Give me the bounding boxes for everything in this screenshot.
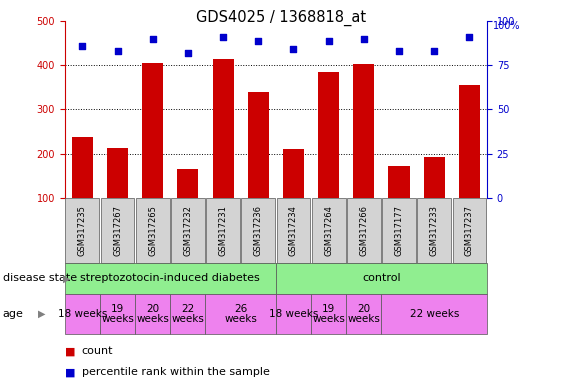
- Bar: [107, 148, 128, 198]
- Bar: [354, 65, 374, 198]
- Bar: [459, 85, 480, 198]
- Text: GSM317231: GSM317231: [218, 205, 227, 256]
- Point: [324, 38, 333, 44]
- Text: GSM317177: GSM317177: [395, 205, 404, 256]
- Point: [430, 48, 439, 54]
- Text: GSM317235: GSM317235: [78, 205, 87, 256]
- Point: [113, 48, 122, 54]
- Text: 20
weeks: 20 weeks: [136, 304, 169, 323]
- Text: disease state: disease state: [3, 273, 77, 283]
- Point: [148, 36, 157, 42]
- Text: control: control: [362, 273, 401, 283]
- Text: 18 weeks: 18 weeks: [57, 309, 107, 319]
- Text: GSM317237: GSM317237: [465, 205, 474, 256]
- Text: 20
weeks: 20 weeks: [347, 304, 380, 323]
- Text: 100%: 100%: [493, 21, 520, 31]
- Bar: [177, 169, 199, 198]
- Point: [465, 34, 474, 40]
- Bar: [213, 59, 234, 198]
- Point: [218, 34, 227, 40]
- Text: ▶: ▶: [38, 309, 46, 319]
- Text: ■: ■: [65, 346, 75, 356]
- Text: ■: ■: [65, 367, 75, 377]
- Point: [359, 36, 368, 42]
- Text: GSM317232: GSM317232: [184, 205, 193, 256]
- Text: 19
weeks: 19 weeks: [312, 304, 345, 323]
- Text: GSM317266: GSM317266: [359, 205, 368, 256]
- Text: age: age: [3, 309, 24, 319]
- Bar: [142, 63, 163, 198]
- Text: GSM317236: GSM317236: [254, 205, 263, 256]
- Bar: [248, 92, 269, 198]
- Point: [254, 38, 263, 44]
- Text: streptozotocin-induced diabetes: streptozotocin-induced diabetes: [81, 273, 260, 283]
- Text: 26
weeks: 26 weeks: [224, 304, 257, 323]
- Point: [78, 43, 87, 49]
- Point: [395, 48, 404, 54]
- Text: GSM317267: GSM317267: [113, 205, 122, 256]
- Bar: [318, 72, 339, 198]
- Text: 19
weeks: 19 weeks: [101, 304, 134, 323]
- Text: GSM317233: GSM317233: [430, 205, 439, 256]
- Text: GDS4025 / 1368818_at: GDS4025 / 1368818_at: [196, 10, 367, 26]
- Text: GSM317265: GSM317265: [148, 205, 157, 256]
- Text: count: count: [82, 346, 113, 356]
- Bar: [72, 137, 93, 198]
- Text: 22 weeks: 22 weeks: [409, 309, 459, 319]
- Bar: [388, 166, 410, 198]
- Text: 18 weeks: 18 weeks: [269, 309, 318, 319]
- Text: percentile rank within the sample: percentile rank within the sample: [82, 367, 270, 377]
- Text: GSM317234: GSM317234: [289, 205, 298, 256]
- Bar: [423, 157, 445, 198]
- Point: [184, 50, 193, 56]
- Text: 22
weeks: 22 weeks: [172, 304, 204, 323]
- Bar: [283, 149, 304, 198]
- Text: GSM317264: GSM317264: [324, 205, 333, 256]
- Point: [289, 46, 298, 53]
- Text: ▶: ▶: [63, 273, 70, 283]
